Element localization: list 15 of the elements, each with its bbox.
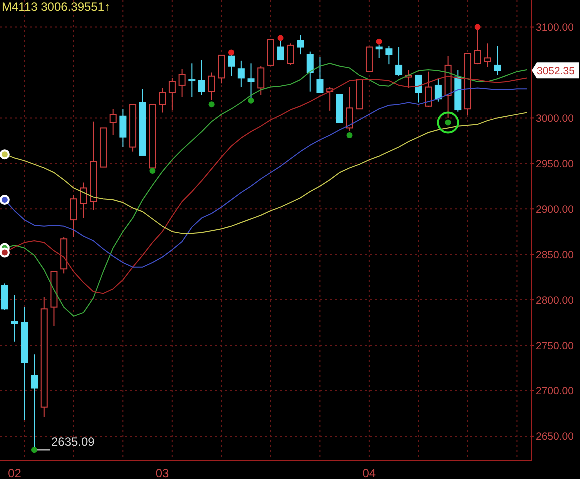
- y-tick-label: 2800.00: [536, 294, 574, 307]
- annotation: 2635.09: [51, 435, 96, 450]
- x-tick-label: 02: [8, 466, 22, 479]
- y-tick-label: 2900.00: [536, 204, 574, 216]
- y-tick-label: 2850.00: [536, 249, 574, 262]
- y-tick-label: 2750.00: [536, 340, 574, 352]
- y-tick-label: 2950.00: [536, 158, 574, 170]
- y-tick-label: 3000.00: [536, 112, 574, 125]
- chart-title: M4113 3006.39551↑: [2, 0, 111, 14]
- y-tick-label: 3100.00: [536, 22, 574, 34]
- text: 3052.35: [537, 66, 576, 78]
- x-tick-label: 04: [362, 466, 376, 479]
- y-tick-label: 2650.00: [536, 431, 574, 444]
- x-tick-label: 03: [156, 466, 170, 479]
- y-tick-label: 2700.00: [536, 386, 574, 398]
